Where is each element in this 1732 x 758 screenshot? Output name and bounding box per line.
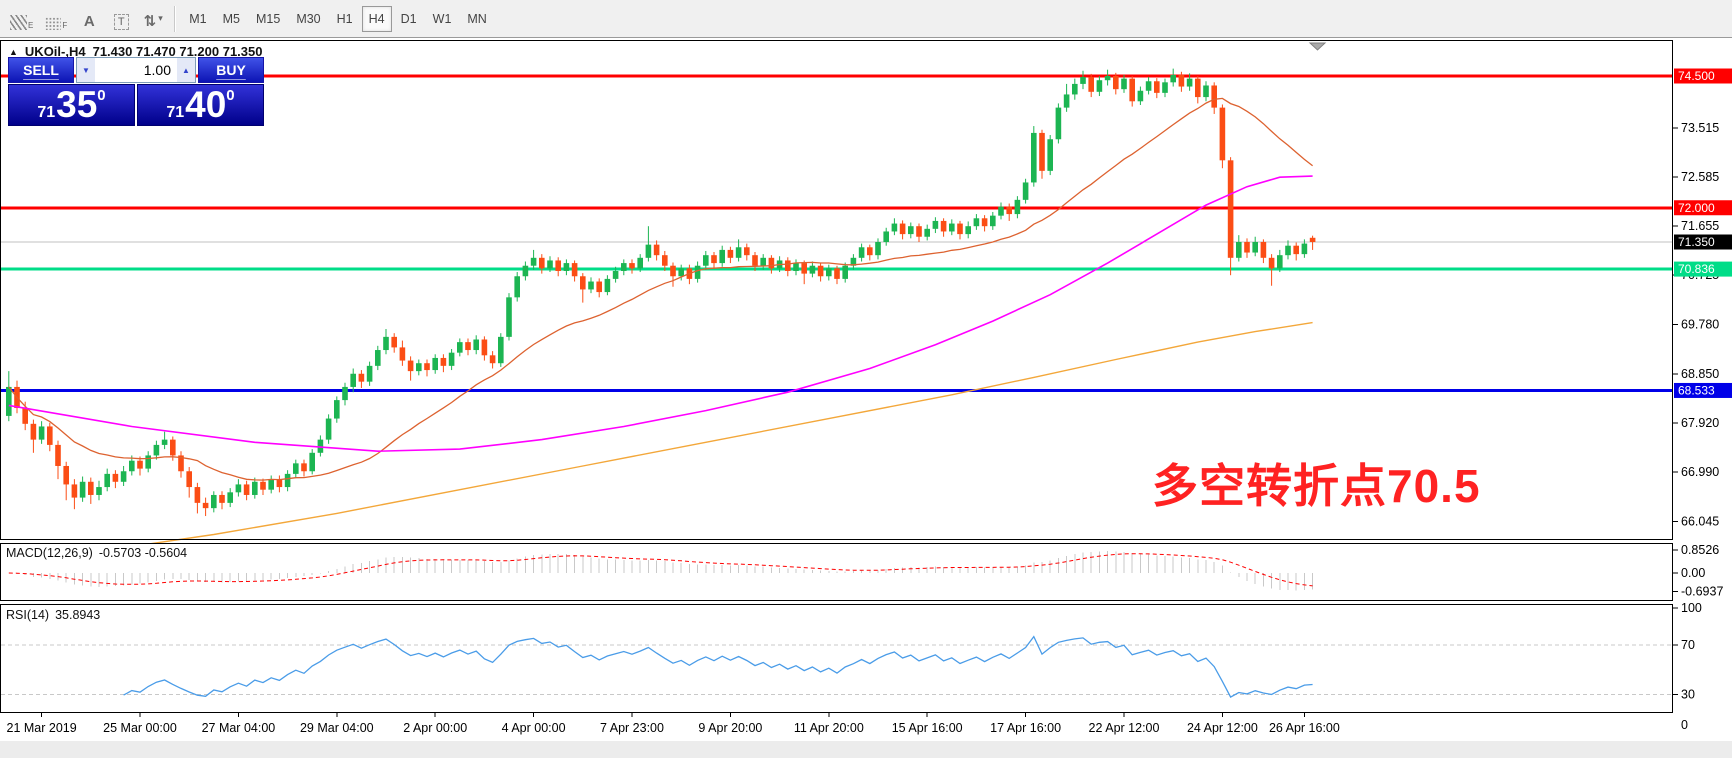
sell-button[interactable]: SELL xyxy=(8,57,74,83)
sell-price-sup: 0 xyxy=(97,87,106,104)
timeframe-w1-button[interactable]: W1 xyxy=(426,6,459,32)
macd-params: MACD(12,26,9) xyxy=(6,546,93,560)
svg-text:24 Apr 12:00: 24 Apr 12:00 xyxy=(1187,721,1258,735)
buy-price-sup: 0 xyxy=(226,87,235,104)
svg-text:69.780: 69.780 xyxy=(1681,318,1719,332)
svg-text:29 Mar 04:00: 29 Mar 04:00 xyxy=(300,721,374,735)
text-box-icon: T xyxy=(113,13,129,30)
rsi-value: 35.8943 xyxy=(55,608,101,622)
timeframe-mn-button[interactable]: MN xyxy=(460,6,493,32)
symbol-period-label: UKOil-,H4 xyxy=(24,44,86,59)
svg-text:0.00: 0.00 xyxy=(1681,566,1705,580)
ohlc-readout: 71.430 71.470 71.200 71.350 xyxy=(92,44,263,59)
svg-text:27 Mar 04:00: 27 Mar 04:00 xyxy=(202,721,276,735)
timeframe-h4-button[interactable]: H4 xyxy=(361,5,392,32)
svg-text:67.920: 67.920 xyxy=(1681,416,1719,430)
svg-text:7 Apr 23:00: 7 Apr 23:00 xyxy=(600,721,664,735)
rsi-indicator-label: RSI(14) 35.8943 xyxy=(6,608,100,622)
svg-text:68.850: 68.850 xyxy=(1681,367,1719,381)
svg-text:4 Apr 00:00: 4 Apr 00:00 xyxy=(502,721,566,735)
volume-increase-button[interactable]: ▲ xyxy=(177,58,195,82)
svg-text:68.533: 68.533 xyxy=(1678,383,1715,397)
svg-text:21 Mar 2019: 21 Mar 2019 xyxy=(7,721,77,735)
sort-arrows-icon: ⇅ xyxy=(143,12,157,30)
toolbar-separator xyxy=(174,5,177,32)
svg-text:15 Apr 16:00: 15 Apr 16:00 xyxy=(892,721,963,735)
volume-input[interactable] xyxy=(95,58,177,82)
buy-price-prefix: 71 xyxy=(166,104,185,121)
macd-values: -0.5703 -0.5604 xyxy=(98,546,188,560)
timeframe-d1-button[interactable]: D1 xyxy=(394,6,424,32)
volume-decrease-button[interactable]: ▼ xyxy=(77,58,95,82)
tool-grid-button[interactable]: F xyxy=(40,5,72,33)
rsi-params: RSI(14) xyxy=(6,608,50,622)
svg-text:17 Apr 16:00: 17 Apr 16:00 xyxy=(990,721,1061,735)
svg-text:71.350: 71.350 xyxy=(1678,235,1715,249)
svg-text:-0.6937: -0.6937 xyxy=(1681,585,1723,599)
buy-price-button[interactable]: 71 40 0 xyxy=(137,84,264,126)
svg-text:74.500: 74.500 xyxy=(1678,69,1715,83)
svg-text:66.990: 66.990 xyxy=(1681,465,1719,479)
tool-chart-style-button[interactable]: E xyxy=(5,5,38,33)
svg-text:25 Mar 00:00: 25 Mar 00:00 xyxy=(103,721,177,735)
tool-text-box-button[interactable]: T xyxy=(106,5,136,33)
svg-text:11 Apr 20:00: 11 Apr 20:00 xyxy=(794,721,864,735)
tool-sort-arrows-button[interactable]: ⇅ ▾ xyxy=(138,5,168,33)
timeframe-m1-button[interactable]: M1 xyxy=(182,6,213,32)
svg-text:0: 0 xyxy=(1681,718,1688,732)
toolbar: E F A T ⇅ ▾ M1 M5 M15 M30 H1 H4 D1 W1 MN xyxy=(0,0,1732,38)
macd-indicator-label: MACD(12,26,9) -0.5703 -0.5604 xyxy=(6,546,187,560)
chevron-down-icon: ▾ xyxy=(158,13,163,23)
timeframe-m5-button[interactable]: M5 xyxy=(216,6,247,32)
timeframe-m30-button[interactable]: M30 xyxy=(289,6,327,32)
svg-text:22 Apr 12:00: 22 Apr 12:00 xyxy=(1089,721,1160,735)
svg-text:26 Apr 16:00: 26 Apr 16:00 xyxy=(1269,721,1340,735)
chart-style-icon xyxy=(10,14,27,30)
timeframe-h1-button[interactable]: H1 xyxy=(330,6,360,32)
svg-text:70: 70 xyxy=(1681,638,1695,652)
buy-button[interactable]: BUY xyxy=(198,57,264,83)
chart-header: ▲ UKOil-,H4 71.430 71.470 71.200 71.350 xyxy=(9,44,262,59)
svg-text:70.836: 70.836 xyxy=(1678,262,1715,276)
svg-text:100: 100 xyxy=(1681,601,1702,615)
sell-price-button[interactable]: 71 35 0 xyxy=(8,84,135,126)
buy-price-big: 40 xyxy=(185,84,227,125)
svg-text:9 Apr 20:00: 9 Apr 20:00 xyxy=(698,721,762,735)
sell-price-big: 35 xyxy=(56,84,98,125)
svg-text:72.585: 72.585 xyxy=(1681,170,1719,184)
volume-spinner: ▼ ▲ xyxy=(76,57,196,83)
svg-text:30: 30 xyxy=(1681,688,1695,702)
collapse-trade-panel-icon[interactable]: ▲ xyxy=(9,46,18,57)
text-label-icon: A xyxy=(83,12,95,30)
tool-text-label-button[interactable]: A xyxy=(74,5,104,33)
svg-text:71.655: 71.655 xyxy=(1681,219,1719,233)
svg-text:72.000: 72.000 xyxy=(1678,201,1715,215)
sell-price-prefix: 71 xyxy=(37,104,56,121)
timeframe-m15-button[interactable]: M15 xyxy=(249,6,287,32)
grid-icon xyxy=(45,16,62,30)
svg-text:66.045: 66.045 xyxy=(1681,515,1719,529)
annotation-text: 多空转折点70.5 xyxy=(1152,460,1481,512)
svg-text:0.8526: 0.8526 xyxy=(1681,543,1719,557)
svg-text:2 Apr 00:00: 2 Apr 00:00 xyxy=(403,721,467,735)
svg-text:73.515: 73.515 xyxy=(1681,121,1719,135)
trade-panel: SELL ▼ ▲ BUY 71 35 0 71 40 0 xyxy=(8,57,264,126)
